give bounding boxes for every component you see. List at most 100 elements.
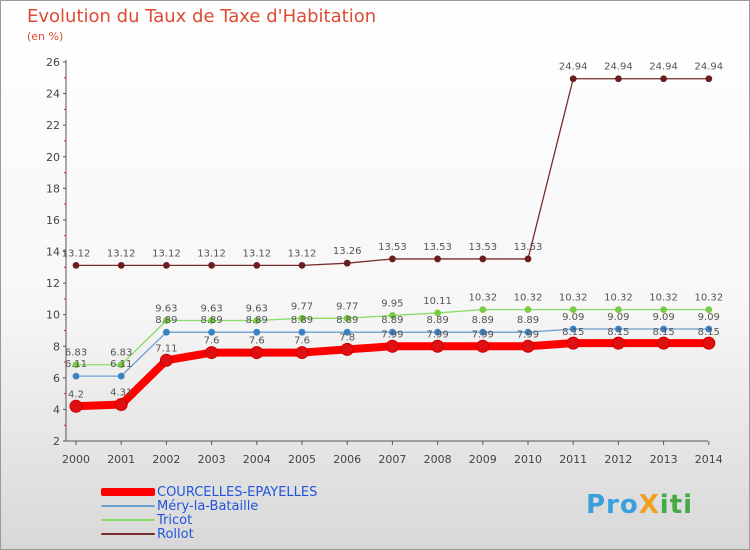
legend-swatch [101,533,155,535]
data-point [615,325,622,333]
data-point [117,261,125,269]
data-label: 7.99 [517,329,539,340]
data-point [389,312,396,319]
series-line-3 [76,78,709,267]
x-tick-label: 2013 [650,453,678,466]
data-point [524,255,532,263]
data-label: 13.12 [107,248,136,259]
legend-swatch [101,488,155,496]
data-point [615,306,622,314]
data-point [389,328,396,336]
data-label: 4.2 [68,389,84,400]
data-label: 13.12 [197,248,226,259]
x-tick-label: 2008 [424,453,452,466]
data-point [389,255,396,263]
data-label: 13.12 [62,248,91,259]
data-point [476,339,490,353]
data-label: 10.32 [468,293,497,304]
data-point [660,75,667,83]
data-label: 24.94 [694,62,723,73]
data-point [208,328,216,336]
data-point [298,314,306,322]
data-label: 6.11 [110,359,132,370]
data-point [657,336,671,350]
data-label: 13.53 [423,242,452,253]
data-point [340,342,354,356]
y-tick-label: 26 [46,56,60,69]
y-tick-label: 2 [53,435,60,448]
y-tick-label: 24 [46,88,60,101]
x-tick-label: 2011 [559,453,587,466]
data-point [434,328,441,336]
data-label: 9.09 [652,312,674,323]
data-point [69,399,83,413]
data-point [208,317,216,324]
data-point [72,261,80,269]
data-point [205,346,219,360]
data-label: 4.31 [110,388,132,399]
legend-label: Méry-la-Bataille [157,498,259,514]
chart-title: Evolution du Taux de Taxe d'Habitation [27,6,377,27]
data-point [569,306,577,314]
data-label: 10.11 [423,296,452,307]
data-point [615,75,622,83]
y-tick-label: 8 [53,340,60,353]
data-label: 13.26 [333,246,362,257]
data-label: 7.11 [155,343,177,354]
data-label: 7.99 [426,329,448,340]
data-point [298,261,306,269]
data-label: 13.12 [152,248,181,259]
y-tick-label: 18 [46,182,60,195]
data-point [524,328,532,336]
y-tick-label: 20 [46,151,60,164]
legend-label: Tricot [157,512,193,528]
data-label: 8.89 [381,315,403,326]
data-label: 8.89 [472,315,494,326]
data-label: 13.12 [288,248,317,259]
data-label: 8.89 [155,315,177,326]
data-label: 24.94 [604,62,633,73]
data-label: 10.32 [604,293,633,304]
data-label: 7.8 [339,332,355,343]
data-label: 6.11 [65,359,87,370]
data-point [117,361,125,369]
legend-label: COURCELLES-EPAYELLES [157,484,318,500]
legend-item: Rollot [101,527,317,542]
data-point [114,398,128,412]
data-label: 6.83 [110,348,132,359]
data-point [343,328,351,336]
data-label: 10.32 [649,293,678,304]
data-label: 8.15 [698,327,720,338]
data-point [208,261,216,269]
data-label: 9.77 [336,301,358,312]
data-point [343,314,351,322]
x-tick-label: 2012 [604,453,632,466]
x-tick-label: 2001 [107,453,135,466]
data-point [295,346,309,360]
data-point [253,261,261,269]
data-label: 8.15 [562,327,584,338]
data-label: 6.83 [65,348,87,359]
data-point [524,306,532,314]
data-label: 10.32 [694,293,723,304]
x-tick-label: 2005 [288,453,316,466]
y-tick-label: 6 [53,372,60,385]
data-point [298,328,306,336]
data-point [479,306,487,314]
x-tick-label: 2003 [198,453,226,466]
data-point [117,372,125,380]
data-point [72,372,80,380]
data-point [163,317,170,324]
data-label: 8.89 [200,315,222,326]
legend-item: Tricot [101,512,317,528]
data-label: 10.32 [514,293,543,304]
x-tick-label: 2006 [333,453,361,466]
data-label: 7.6 [249,336,265,347]
data-label: 9.63 [246,304,268,315]
data-label: 9.63 [200,304,222,315]
y-tick-label: 16 [46,214,60,227]
x-tick-label: 2009 [469,453,497,466]
data-point [705,325,713,333]
